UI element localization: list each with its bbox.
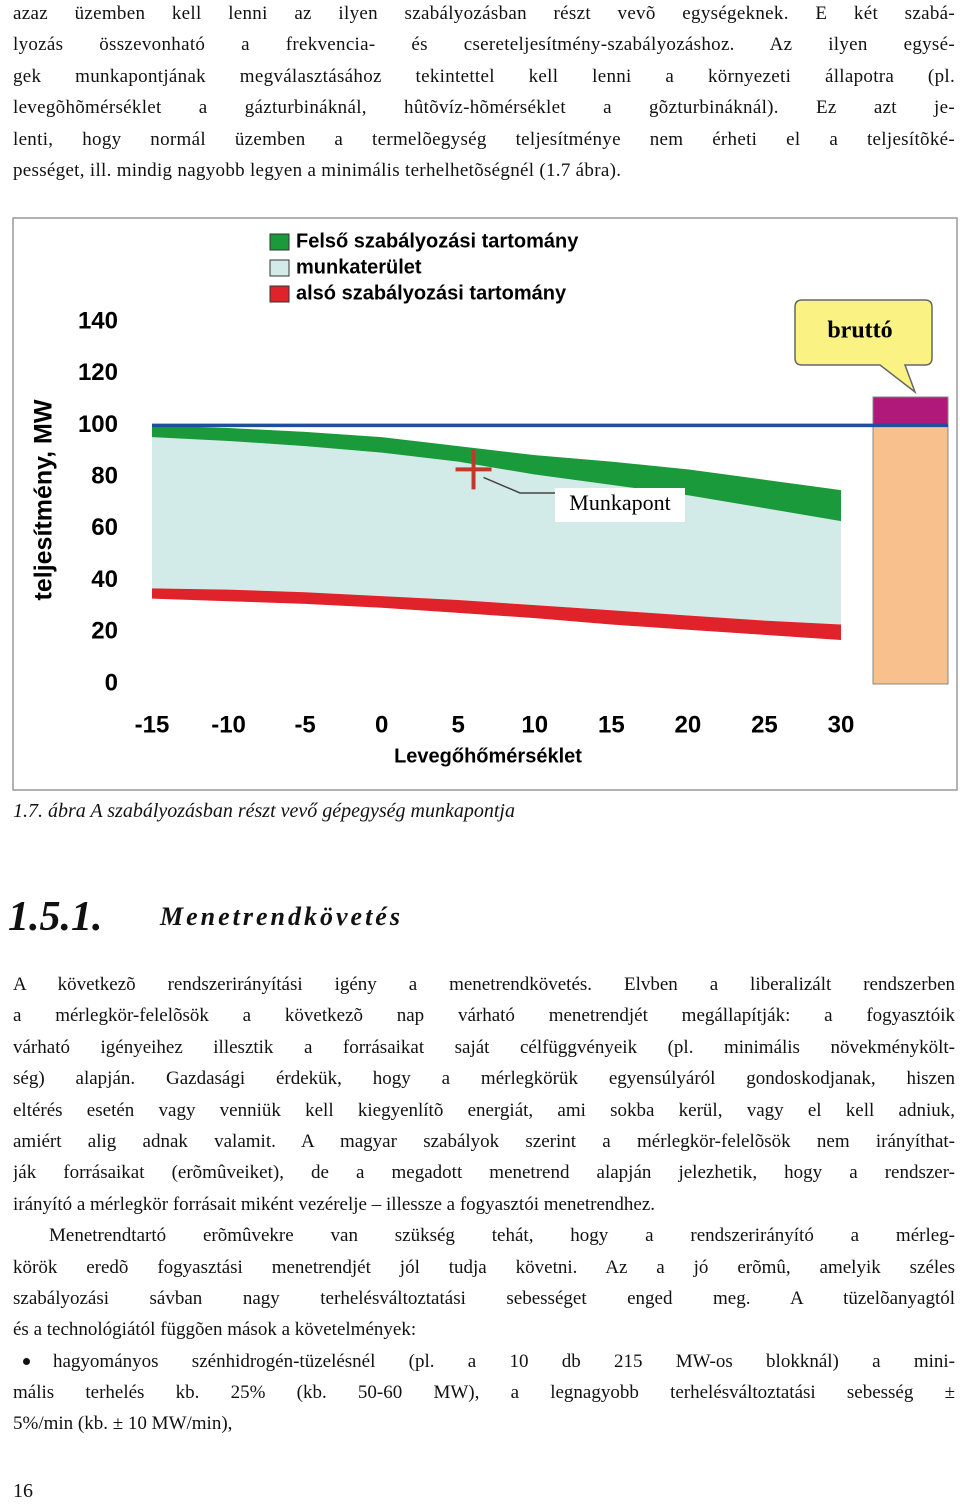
legend-swatch bbox=[269, 259, 290, 277]
figure-caption: 1.7. ábra A szabályozásban részt vevő gé… bbox=[13, 800, 515, 822]
intro-text: azaz üzemben kell lenni az ilyen szabály… bbox=[13, 0, 955, 186]
text-line: a mérlegkör-felelõsök a következõ nap vá… bbox=[13, 1005, 955, 1027]
x-tick-label: 20 bbox=[675, 711, 702, 738]
x-tick-label: 0 bbox=[375, 711, 388, 738]
callout-box bbox=[555, 488, 685, 522]
x-tick-label: -5 bbox=[294, 711, 315, 738]
text-line: ják forrásaikat (erõmûveiket), de a mega… bbox=[13, 1162, 955, 1184]
text-line: lyozás összevonható a frekvencia- és cse… bbox=[13, 34, 955, 56]
x-axis-label: Levegőhőmérséklet bbox=[394, 745, 582, 767]
text-line: gek munkapontjának megválasztásához teki… bbox=[13, 65, 955, 87]
x-tick-label: 15 bbox=[598, 711, 625, 738]
legend-swatch bbox=[269, 233, 290, 251]
x-tick-label: -10 bbox=[211, 711, 246, 738]
y-tick-label: 0 bbox=[105, 669, 118, 696]
text-line: hagyományos szénhidrogén-tüzelésnél (pl.… bbox=[13, 1346, 955, 1377]
text-line: lenti, hogy normál üzemben a termelõegys… bbox=[13, 128, 955, 150]
callout-label: Munkapont bbox=[569, 490, 670, 515]
y-tick-label: 140 bbox=[78, 307, 118, 334]
callout-label: bruttó bbox=[827, 318, 892, 344]
y-tick-label: 40 bbox=[91, 566, 118, 593]
text-line: levegõhõmérséklet a gázturbináknál, hûtõ… bbox=[13, 97, 955, 119]
section-number: 1.5.1. bbox=[8, 894, 103, 940]
x-tick-label: -15 bbox=[135, 711, 170, 738]
text-line: szabályozási sávban nagy terhelésváltozt… bbox=[13, 1287, 955, 1309]
page-number: 16 bbox=[13, 1480, 33, 1502]
body-text: A következõ rendszerirányítási igény a m… bbox=[13, 969, 955, 1440]
work-point bbox=[455, 449, 492, 490]
y-axis-label: teljesítmény, MW bbox=[30, 399, 58, 600]
text-line: mális terhelés kb. 25% (kb. 50-60 MW), a… bbox=[13, 1382, 955, 1404]
section-title: Menetrendkövetés bbox=[160, 902, 403, 931]
text-line: 5%/min (kb. ± 10 MW/min), bbox=[13, 1413, 233, 1435]
text-line: ség) alapján. Gazdasági érdekük, hogy a … bbox=[13, 1068, 955, 1090]
text-line: azaz üzemben kell lenni az ilyen szabály… bbox=[13, 3, 955, 24]
text-line: várható igényeihez illesztik a forrásaik… bbox=[13, 1036, 955, 1058]
band-area bbox=[152, 588, 841, 641]
gross-bar-segment bbox=[872, 396, 949, 426]
x-tick-label: 25 bbox=[751, 711, 778, 738]
legend-label: munkaterület bbox=[296, 256, 422, 278]
legend-label: Felső szabályozási tartomány bbox=[296, 230, 579, 252]
band-area bbox=[152, 425, 841, 522]
y-tick-label: 60 bbox=[91, 514, 118, 541]
y-tick-label: 80 bbox=[91, 462, 118, 489]
text-line: és a technológiától függõen mások a köve… bbox=[13, 1319, 417, 1341]
y-tick-label: 120 bbox=[78, 359, 118, 386]
text-line: irányító a mérlegkör forrásait miként ve… bbox=[13, 1193, 656, 1215]
callout-box bbox=[794, 299, 933, 395]
text-line: A következõ rendszerirányítási igény a m… bbox=[13, 974, 955, 995]
text-line: amiért alig adnak valamit. A magyar szab… bbox=[13, 1130, 955, 1152]
text-line: pességet, ill. mindig nagyobb legyen a m… bbox=[13, 159, 622, 181]
chart: teljesítmény, MW Levegőhőmérséklet 0 20 40… bbox=[12, 217, 958, 791]
callout-leader bbox=[483, 476, 560, 494]
x-tick-label: 30 bbox=[828, 711, 855, 738]
text-line: körök eredõ fogyasztási menetrendjét jól… bbox=[13, 1256, 955, 1278]
text-line: Menetrendtartó erõmûvekre van szükség te… bbox=[49, 1225, 955, 1247]
y-tick-label: 100 bbox=[78, 411, 118, 438]
legend-swatch bbox=[269, 285, 290, 303]
work-point-cross bbox=[455, 449, 492, 490]
x-tick-label: 5 bbox=[452, 711, 465, 738]
text-line: eltérés esetén vagy venniük kell kiegyen… bbox=[13, 1099, 955, 1121]
x-tick-label: 10 bbox=[521, 711, 548, 738]
gross-bar-segment bbox=[872, 424, 949, 685]
band-area bbox=[152, 437, 841, 625]
legend-label: alsó szabályozási tartomány bbox=[296, 282, 567, 304]
y-tick-label: 20 bbox=[91, 618, 118, 645]
